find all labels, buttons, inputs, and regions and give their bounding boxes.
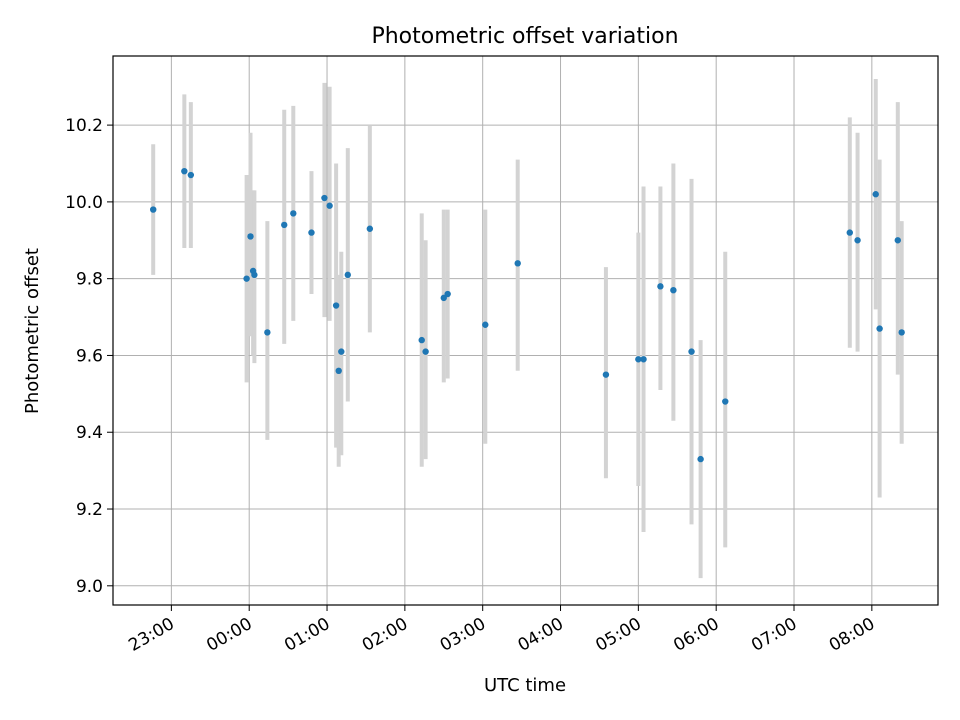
y-tick-label: 9.6 bbox=[76, 346, 103, 366]
data-point bbox=[181, 167, 188, 175]
data-point bbox=[876, 325, 883, 332]
data-point bbox=[281, 221, 288, 229]
data-point bbox=[187, 171, 195, 179]
data-point bbox=[722, 398, 729, 405]
data-point bbox=[366, 225, 374, 232]
y-tick-label: 9.8 bbox=[76, 270, 103, 290]
x-tick-label: 04:00 bbox=[515, 614, 567, 656]
y-tick-layer: 9.0 9.2 9.4 9.6 9.8 10.0 10.2 bbox=[65, 116, 113, 597]
data-point bbox=[332, 302, 340, 309]
data-point bbox=[422, 348, 429, 355]
y-axis-label: Photometric offset bbox=[22, 248, 43, 414]
data-point bbox=[688, 348, 695, 355]
data-point bbox=[321, 194, 328, 202]
x-tick-label: 08:00 bbox=[826, 614, 878, 656]
point-layer bbox=[150, 167, 905, 463]
data-point bbox=[697, 455, 704, 463]
x-tick-label: 02:00 bbox=[359, 614, 411, 656]
x-tick-label: 06:00 bbox=[670, 614, 722, 656]
chart-title: Photometric offset variation bbox=[371, 24, 678, 49]
y-tick-label: 9.2 bbox=[76, 500, 103, 520]
data-point bbox=[338, 348, 345, 355]
data-point bbox=[635, 356, 642, 363]
x-tick-label: 00:00 bbox=[203, 614, 255, 656]
data-point bbox=[444, 290, 451, 298]
plot-frame bbox=[112, 55, 939, 606]
data-point bbox=[326, 202, 333, 209]
y-tick-label: 9.0 bbox=[76, 577, 103, 597]
data-point bbox=[640, 356, 647, 363]
grid-layer bbox=[113, 56, 938, 605]
x-tick-label: 23:00 bbox=[125, 614, 177, 656]
data-point bbox=[846, 229, 853, 236]
errorbar-layer bbox=[151, 79, 904, 579]
x-tick-label: 01:00 bbox=[281, 614, 333, 656]
data-point bbox=[251, 271, 258, 279]
data-point bbox=[264, 329, 271, 336]
data-point bbox=[308, 229, 315, 236]
data-point bbox=[344, 271, 351, 279]
x-tick-layer: 23:00 00:00 01:00 02:00 03:00 04:00 05:00 06:00… bbox=[125, 605, 878, 656]
x-tick-label: 05:00 bbox=[592, 614, 644, 656]
data-point bbox=[898, 329, 905, 336]
data-point bbox=[243, 275, 250, 282]
data-point bbox=[440, 294, 447, 302]
y-tick-label: 10.2 bbox=[65, 116, 103, 136]
data-point bbox=[290, 210, 297, 217]
data-point bbox=[602, 371, 610, 378]
x-axis-label: UTC time bbox=[484, 675, 566, 696]
data-point bbox=[894, 237, 901, 244]
data-point bbox=[247, 233, 254, 240]
y-tick-label: 9.4 bbox=[76, 423, 103, 443]
data-point bbox=[418, 336, 425, 344]
data-point bbox=[657, 283, 664, 290]
data-point bbox=[150, 206, 157, 213]
data-point bbox=[670, 286, 677, 294]
data-point bbox=[482, 321, 489, 328]
data-point bbox=[514, 260, 521, 267]
x-tick-label: 03:00 bbox=[437, 614, 489, 656]
x-tick-label: 07:00 bbox=[748, 614, 800, 656]
y-tick-label: 10.0 bbox=[65, 193, 103, 213]
data-point bbox=[335, 367, 342, 375]
data-point bbox=[854, 237, 861, 244]
data-point bbox=[872, 191, 879, 198]
